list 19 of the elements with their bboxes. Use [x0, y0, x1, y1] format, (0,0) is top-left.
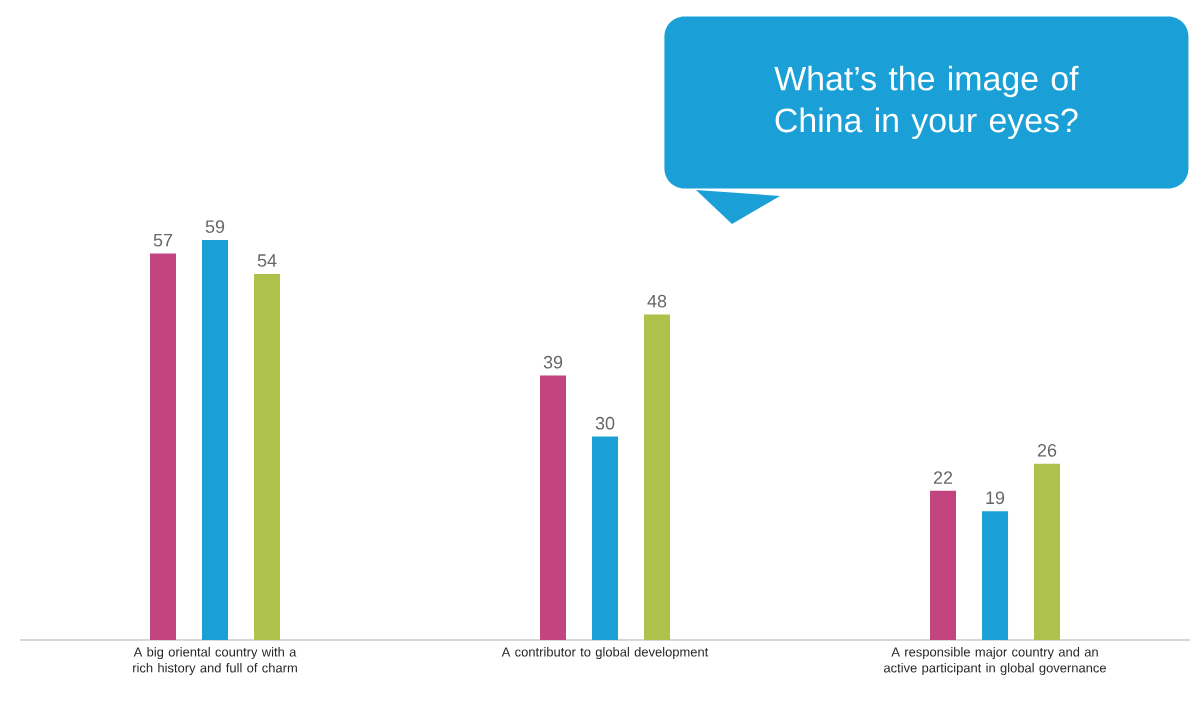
data-label: 48 — [647, 294, 667, 308]
data-label: 30 — [595, 416, 615, 430]
data-label: 26 — [1037, 443, 1057, 457]
data-label: 19 — [986, 491, 1005, 505]
data-label: 59 — [205, 220, 225, 233]
data-label: 39 — [543, 355, 563, 369]
bar — [540, 375, 567, 640]
data-label: 22 — [933, 471, 953, 484]
bar — [254, 273, 281, 640]
bar — [150, 253, 177, 640]
bar — [930, 490, 957, 640]
data-label: 54 — [257, 254, 277, 267]
bar — [202, 239, 229, 640]
bar — [592, 436, 619, 640]
bar — [644, 314, 671, 640]
chart-title: What’s the image of China in your eyes? — [774, 65, 1079, 140]
data-label: 57 — [153, 233, 173, 247]
bar — [1034, 463, 1061, 640]
bar — [982, 511, 1009, 640]
